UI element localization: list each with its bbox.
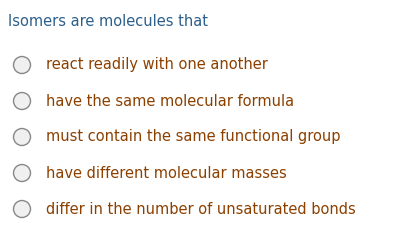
Text: react readily with one another: react readily with one another [46,58,268,72]
Text: have different molecular masses: have different molecular masses [46,165,287,181]
Ellipse shape [13,57,31,73]
Text: have the same molecular formula: have the same molecular formula [46,93,294,109]
Text: Isomers are molecules that: Isomers are molecules that [8,14,208,29]
Ellipse shape [13,201,31,217]
Ellipse shape [13,164,31,182]
Ellipse shape [13,129,31,145]
Text: must contain the same functional group: must contain the same functional group [46,130,341,144]
Text: differ in the number of unsaturated bonds: differ in the number of unsaturated bond… [46,202,356,216]
Ellipse shape [13,92,31,110]
